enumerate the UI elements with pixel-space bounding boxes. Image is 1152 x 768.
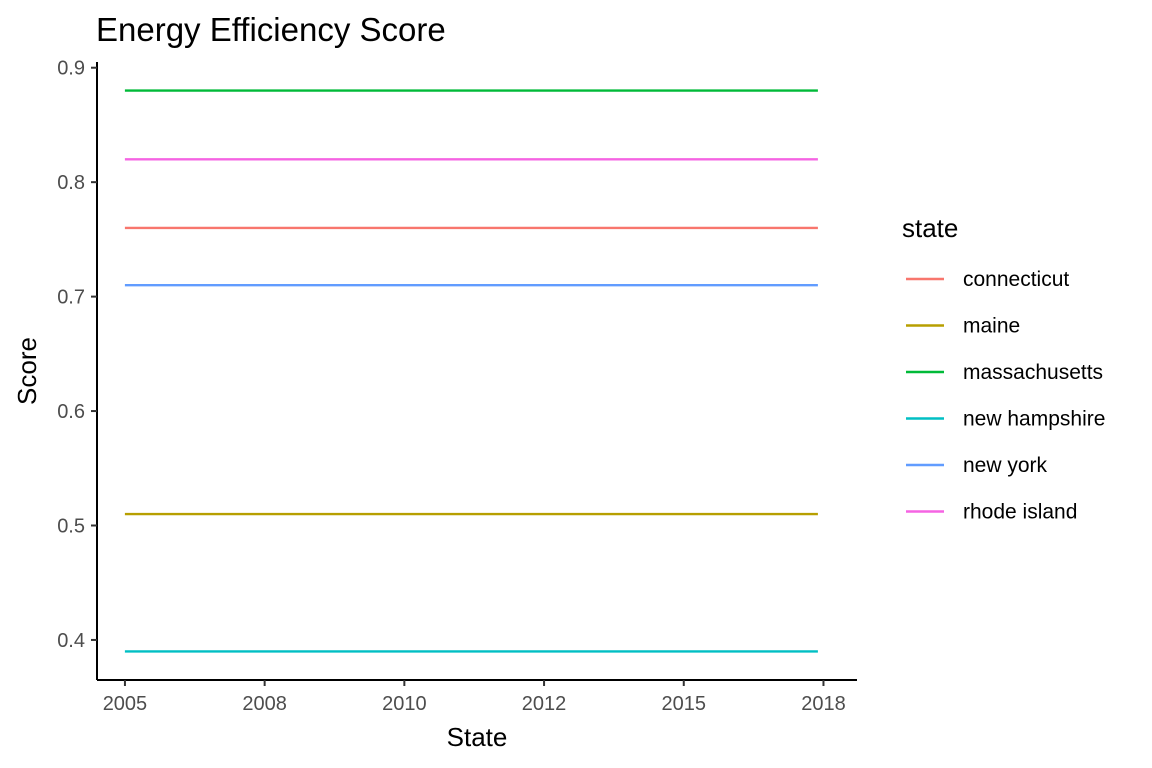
y-tick-label: 0.6 [57, 401, 85, 423]
legend-label-new-york: new york [963, 454, 1048, 477]
x-tick-label: 2010 [382, 693, 427, 715]
y-axis-title: Score [12, 337, 42, 405]
x-tick-label: 2005 [103, 693, 148, 715]
x-tick-label: 2012 [522, 693, 567, 715]
y-tick-label: 0.5 [57, 516, 85, 538]
y-tick-label: 0.4 [57, 630, 85, 652]
x-axis-title: State [447, 722, 508, 752]
legend-label-new-hampshire: new hampshire [963, 408, 1105, 431]
legend-label-massachusetts: massachusetts [963, 361, 1103, 384]
x-tick-label: 2018 [801, 693, 846, 715]
legend-label-connecticut: connecticut [963, 268, 1069, 291]
chart-title: Energy Efficiency Score [96, 11, 446, 48]
x-tick-label: 2015 [662, 693, 707, 715]
legend: state connecticut maine massachusetts new h… [902, 213, 1105, 524]
y-tick-label: 0.7 [57, 287, 85, 309]
legend-label-maine: maine [963, 315, 1020, 338]
legend-title: state [902, 213, 958, 243]
y-tick-label: 0.8 [57, 172, 85, 194]
y-axis: 0.4 0.5 0.6 0.7 0.8 0.9 [57, 58, 98, 680]
y-tick-label: 0.9 [57, 58, 85, 80]
x-tick-label: 2008 [242, 693, 287, 715]
legend-label-rhode-island: rhode island [963, 501, 1077, 524]
plot-area [124, 89, 818, 653]
x-axis: 2005 2008 2010 2012 2015 2018 [97, 679, 857, 715]
